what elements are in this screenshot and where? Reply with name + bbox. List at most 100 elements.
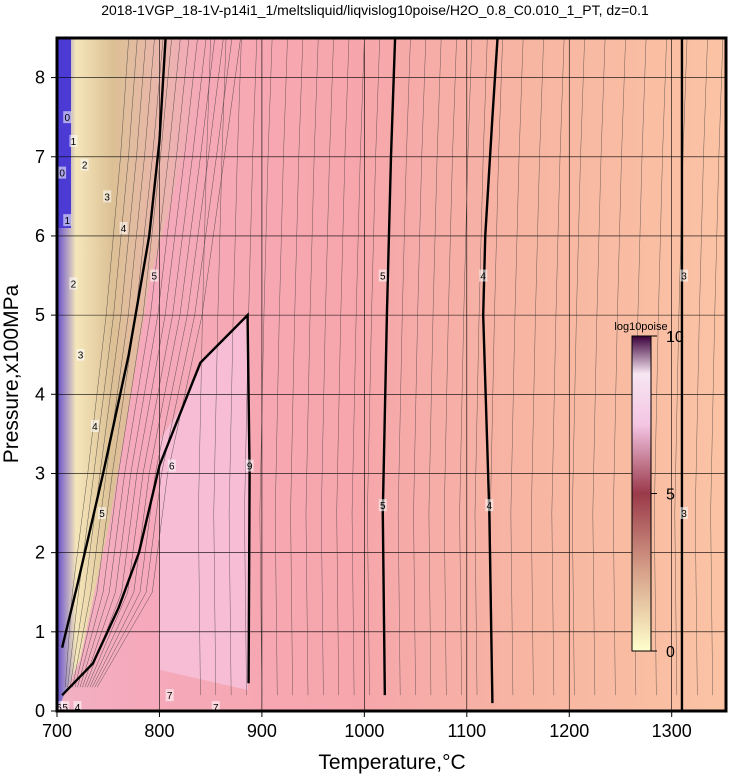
- minor-contour: [531, 38, 544, 696]
- minor-contour: [510, 38, 524, 696]
- x-tick-label: 1300: [652, 721, 692, 741]
- minor-contour: [613, 38, 626, 696]
- contour-label: 4: [480, 272, 486, 283]
- minor-contour: [198, 38, 211, 696]
- heatmap-low-temperature-band: [57, 38, 215, 711]
- contour-label: 1: [71, 137, 77, 148]
- minor-contour: [305, 38, 319, 696]
- minor-contour: [695, 38, 708, 696]
- contour-label: 5: [152, 272, 158, 283]
- contour-label: 7: [213, 703, 219, 714]
- colorbar-ticks: 0 5 10: [651, 329, 684, 661]
- contour-label-bg: [69, 277, 78, 290]
- contour-label-bg: [76, 348, 85, 361]
- contour-label-bg: [479, 269, 488, 282]
- y-tick-label: 4: [35, 384, 45, 404]
- minor-contour: [290, 38, 304, 696]
- contour-label: 4: [121, 224, 127, 235]
- contour-label: 4: [92, 422, 98, 433]
- minor-contour: [228, 38, 242, 696]
- minor-contour: [572, 38, 585, 696]
- contour-line-level-6: [60, 38, 167, 648]
- y-tick-label: 1: [35, 622, 45, 642]
- minor-contour: [592, 38, 606, 696]
- minor-contour: [654, 38, 667, 696]
- minor-contour: [69, 38, 147, 688]
- contour-label-bg: [103, 190, 112, 203]
- plot-frame: [55, 36, 728, 713]
- contour-label-bg: [73, 701, 82, 711]
- minor-contour: [336, 38, 350, 696]
- x-tick-label: 900: [247, 721, 277, 741]
- contour-label-bg: [485, 499, 494, 512]
- y-tick-label: 8: [35, 68, 45, 88]
- y-tick-label: 5: [35, 305, 45, 325]
- minor-contour: [274, 38, 288, 696]
- contour-label-bg: [150, 269, 159, 282]
- contour-label: 3: [104, 192, 110, 203]
- contour-label-bg: [378, 269, 387, 282]
- contour-label-bg: [98, 507, 107, 520]
- contour-label-bg: [61, 701, 70, 711]
- minor-contour: [413, 38, 427, 696]
- contour-label-bg: [63, 111, 72, 124]
- y-tick-label: 3: [35, 463, 45, 483]
- contour-label: 3: [78, 351, 84, 362]
- contour-label-bg: [80, 158, 89, 171]
- contour-label: 9: [247, 462, 253, 473]
- contour-line-level-5: [381, 38, 397, 696]
- contour-label: 6: [169, 462, 175, 473]
- y-tick-label: 2: [35, 543, 45, 563]
- minor-contour: [428, 38, 442, 696]
- colorbar: log10poise 0 5 10: [614, 321, 684, 661]
- x-tick-label: 1200: [549, 721, 589, 741]
- contour-label: 3: [681, 509, 687, 520]
- x-tick-label: 1000: [344, 721, 384, 741]
- minor-contour: [72, 38, 155, 688]
- contour-label-bg: [69, 134, 78, 147]
- contour-label-bg: [679, 507, 688, 520]
- contour-label: 5: [380, 272, 386, 283]
- contour-label: 5: [380, 501, 386, 512]
- minor-contour: [77, 38, 172, 688]
- contour-label: 4: [487, 501, 493, 512]
- minor-contour: [96, 38, 241, 688]
- colorbar-tick-label: 5: [666, 487, 675, 504]
- minor-contour: [444, 38, 457, 696]
- contour-label: 7: [167, 691, 173, 702]
- minor-contour: [459, 38, 473, 696]
- minor-contour: [474, 38, 488, 696]
- minor-contour: [710, 38, 724, 696]
- y-axis-label: Pressure,x100MPa: [0, 284, 23, 463]
- x-tick-label: 700: [42, 721, 72, 741]
- y-tick-label: 0: [35, 701, 45, 721]
- contour-label-bg: [167, 459, 176, 472]
- colorbar-gradient: [631, 335, 652, 652]
- colorbar-tick-label: 10: [666, 329, 684, 346]
- contour-label: 5: [99, 509, 105, 520]
- y-axis-ticks: 0 1 2 3 4 5 6 7 8: [35, 68, 57, 721]
- minor-contour: [259, 38, 273, 696]
- contour-label: 0: [59, 169, 65, 180]
- contour-label-bg: [679, 269, 688, 282]
- chart-title: 2018-1VGP_18-1V-p14i1_1/meltsliquid/liqv…: [101, 2, 649, 18]
- contour-line-level-9: [61, 312, 251, 697]
- minor-contour: [87, 38, 207, 688]
- contour-label: 3: [681, 272, 687, 283]
- contour-label: 4: [75, 703, 81, 714]
- minor-contour: [321, 38, 334, 696]
- minor-contour: [84, 38, 198, 688]
- minor-contour: [79, 38, 181, 688]
- contour-label-bg: [211, 701, 220, 711]
- contour-label: 5: [62, 703, 68, 714]
- contour-label-bg: [119, 222, 128, 235]
- contour-label-bg: [245, 459, 254, 472]
- colorbar-label: log10poise: [614, 321, 667, 333]
- contour-label-bg: [90, 419, 99, 432]
- minor-contour: [674, 38, 688, 696]
- minor-contour: [92, 38, 224, 688]
- contour-label: 1: [64, 216, 70, 227]
